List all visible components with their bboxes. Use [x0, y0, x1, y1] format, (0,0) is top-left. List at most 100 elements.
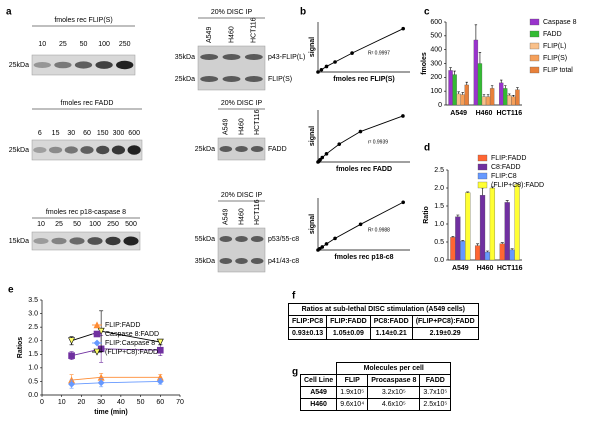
legend-label: FLIP:Caspase 8: [105, 340, 155, 347]
error-bar: [490, 186, 494, 188]
point-marker: [318, 157, 322, 162]
table-cell: 9.6x10⁴: [336, 398, 369, 411]
legend-swatch: [529, 54, 540, 62]
blot-band: [127, 145, 141, 155]
blot-band: [48, 146, 63, 154]
panel-label: f: [292, 291, 296, 302]
ip-kda-marker: 35kDa: [175, 54, 195, 61]
point-marker: [317, 246, 322, 251]
y-tick-label: 2.5: [28, 324, 38, 331]
ip-band-label: FADD: [268, 146, 287, 153]
point-marker: [93, 330, 101, 338]
error-bar: [512, 95, 515, 97]
bar: [514, 184, 520, 261]
legend-swatch: [529, 18, 540, 26]
x-tick-label: 50: [137, 399, 145, 406]
bar: [465, 192, 471, 261]
error-bar: [515, 183, 519, 185]
ip-band: [219, 258, 233, 264]
point-marker: [324, 242, 329, 246]
ip-band-label: p43-FLIP(L): [268, 54, 305, 61]
table-row: 0.93±0.13 1.05±0.09 1.14±0.21 2.19±0.29: [287, 327, 479, 340]
point-marker: [333, 236, 337, 241]
category-label: A549: [452, 265, 469, 272]
ip-band: [222, 54, 241, 60]
bar: [489, 187, 496, 261]
table-cell: Cell Line: [299, 374, 338, 387]
error-bar: [482, 94, 486, 97]
point-marker: [324, 64, 329, 69]
y-tick-label: 400: [430, 47, 442, 54]
y-tick-label: 200: [430, 74, 442, 81]
blot-band: [111, 145, 126, 155]
table-cell: 1.14±0.21: [369, 327, 413, 340]
legend-swatch: [529, 66, 540, 74]
category-label: H460: [477, 265, 494, 272]
blot-band: [80, 146, 94, 154]
blot-band: [95, 61, 113, 69]
y-tick-label: 0: [438, 102, 442, 109]
table-row: H460 9.6x10⁴ 4.6x10⁵ 2.5x10⁵: [299, 398, 452, 411]
category-label: HCT116: [496, 110, 522, 117]
ip-band: [222, 76, 241, 82]
y-tick-label: 2.0: [28, 338, 38, 345]
y-axis-label: Ratio: [423, 206, 430, 224]
legend-label: (FLIP+C8):FADD: [491, 182, 544, 189]
y-tick-label: 0.0: [434, 257, 444, 264]
error-bar: [453, 70, 456, 75]
table-row: Cell Line FLIP Procaspase 8 FADD: [299, 374, 452, 387]
error-bar: [474, 24, 478, 40]
lane-label: 60: [83, 130, 91, 137]
blot-band: [105, 236, 121, 246]
point-marker: [68, 380, 75, 388]
bar: [473, 39, 479, 106]
bar: [474, 245, 481, 261]
cell-line-label: H460: [228, 26, 235, 43]
panel-label: a: [6, 7, 12, 18]
ip-title: 20% DISC IP: [221, 192, 263, 199]
error-bar: [466, 191, 470, 193]
y-tick-label: 2.0: [434, 185, 444, 192]
ip-band: [219, 236, 233, 242]
table-cell: 3.2x10⁵: [367, 386, 421, 399]
table-cell: (FLIP+PC8):FADD: [411, 315, 479, 328]
table-cell: H460: [299, 398, 338, 411]
blot-band: [33, 147, 47, 153]
ip-band: [200, 76, 219, 82]
y-tick-label: 2.5: [434, 167, 444, 174]
cell-line-label: A549: [206, 27, 213, 43]
cell-line-label: HCT116: [254, 199, 261, 225]
legend-label: FLIP(L): [543, 43, 566, 50]
legend-label: FADD: [543, 31, 562, 38]
lane-label: 30: [67, 130, 75, 137]
x-tick-label: 30: [97, 399, 105, 406]
ip-band: [244, 54, 263, 60]
point-marker: [337, 142, 342, 146]
y-tick-label: 1.0: [28, 365, 38, 372]
table-row: A549 1.9x10⁵ 3.2x10⁵ 3.7x10⁵: [299, 386, 452, 399]
panel-label: d: [424, 143, 430, 154]
table-cell: Ratios at sub-lethal DISC stimulation (A…: [288, 303, 479, 316]
legend-label: FLIP:FADD: [491, 155, 526, 162]
blot-band: [123, 236, 139, 246]
ip-kda-marker: 25kDa: [175, 76, 195, 83]
point-marker: [350, 51, 354, 55]
legend-label: C8:FADD: [491, 164, 521, 171]
bar: [452, 74, 457, 106]
cell-line-label: H460: [238, 118, 245, 135]
error-bar: [490, 85, 494, 89]
y-axis-label: Ratios: [17, 337, 24, 359]
error-bar: [476, 243, 480, 246]
point-marker: [401, 26, 405, 31]
x-tick-label: 40: [117, 399, 125, 406]
table-cell: [301, 363, 337, 375]
ip-band-label: FLIP(S): [268, 76, 292, 83]
blot-membrane: [31, 231, 141, 251]
bar: [456, 93, 461, 106]
x-tick-label: 20: [78, 399, 86, 406]
lane-label: 300: [113, 130, 125, 137]
category-label: HCT116: [497, 265, 523, 272]
ip-band: [250, 236, 264, 242]
y-tick-label: 3.0: [28, 310, 38, 317]
error-bar: [461, 240, 465, 242]
